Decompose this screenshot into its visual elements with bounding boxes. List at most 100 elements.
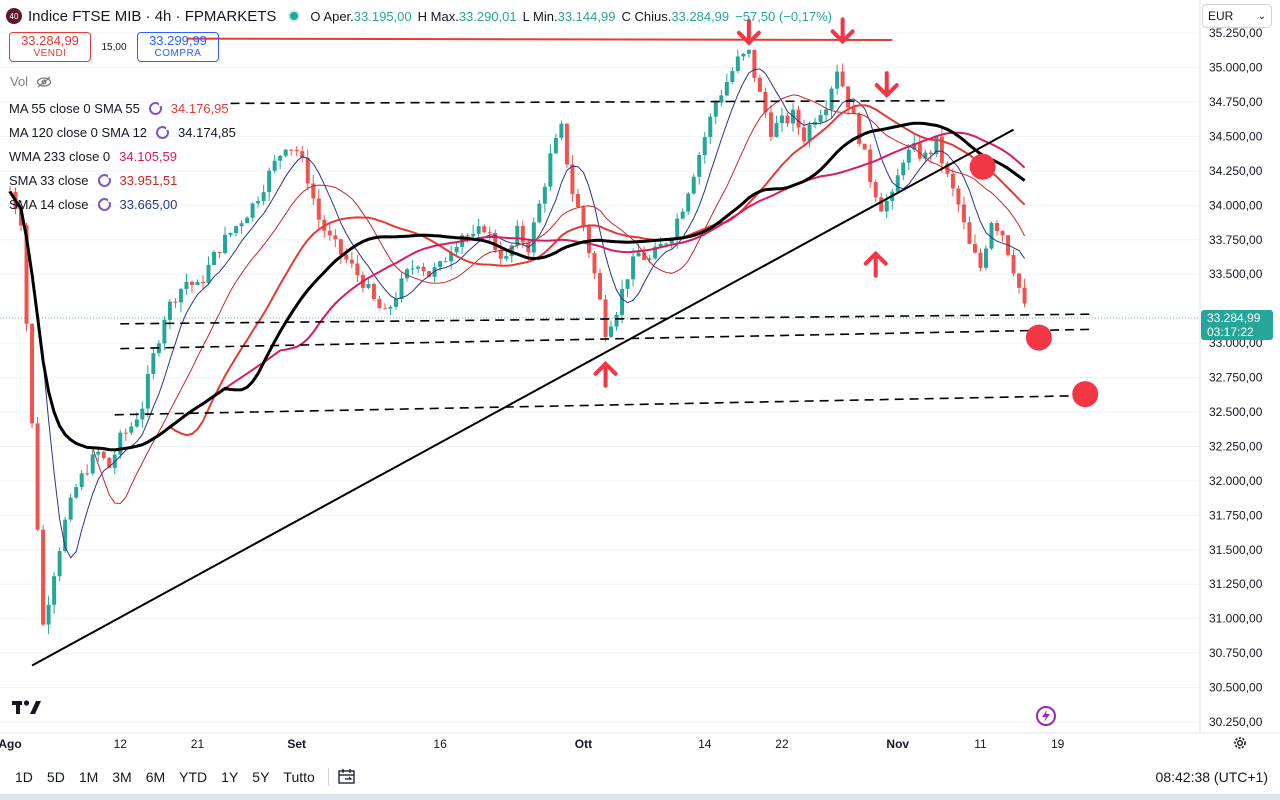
candle-body <box>873 181 878 198</box>
refresh-icon[interactable] <box>156 125 171 139</box>
price-tick-label: 31.000,00 <box>1209 612 1263 626</box>
candle-body <box>366 284 371 288</box>
indicator-label: WMA 233 close 0 <box>9 148 111 164</box>
buy-label: COMPRA <box>154 48 202 59</box>
timeframe-5d[interactable]: 5D <box>46 769 65 785</box>
candle-body <box>730 71 735 82</box>
calendar-range-icon[interactable] <box>337 768 357 786</box>
candle-body <box>245 217 250 224</box>
candle-body <box>79 473 84 488</box>
candle-body <box>52 576 57 605</box>
price-tick-label: 34.750,00 <box>1209 95 1263 109</box>
indicator-sma14[interactable]: SMA 14 close 33.665,00 <box>9 192 236 216</box>
candle-body <box>967 222 972 244</box>
candle-body <box>267 170 272 193</box>
candle-body <box>807 124 812 142</box>
sma14-line <box>9 68 1026 559</box>
candle-body <box>498 250 503 259</box>
timeframe-1m[interactable]: 1M <box>78 769 99 785</box>
indicator-wma233[interactable]: WMA 233 close 0 34.105,59 <box>9 144 236 168</box>
candle-body <box>19 209 24 226</box>
indicator-value: 33.951,51 <box>119 172 178 188</box>
candle-body <box>1000 231 1005 236</box>
timeframe-1y[interactable]: 1Y <box>221 769 239 785</box>
volume-label: Vol <box>10 74 29 89</box>
refresh-icon[interactable] <box>97 197 112 211</box>
timeframe-3m[interactable]: 3M <box>112 769 132 785</box>
timeframe-5y[interactable]: 5Y <box>252 769 270 785</box>
candle-body <box>746 49 751 54</box>
candle-body <box>443 261 448 263</box>
refresh-icon[interactable] <box>97 173 112 187</box>
candle-body <box>559 123 564 138</box>
candle-body <box>835 71 840 89</box>
clock-timezone[interactable]: 08:42:38 (UTC+1) <box>1155 769 1268 785</box>
candle-body <box>829 88 834 110</box>
candle-body <box>763 91 768 113</box>
price-tick-label: 34.500,00 <box>1209 129 1263 143</box>
candle-body <box>664 243 669 245</box>
chevron-down-icon: ⌄ <box>1257 10 1266 22</box>
tradingview-logo-icon[interactable] <box>12 698 44 716</box>
symbol-title[interactable]: Indice FTSE MIB · 4h · FPMARKETS <box>28 7 277 25</box>
volume-legend[interactable]: Vol <box>10 74 52 89</box>
candle-body <box>316 198 321 220</box>
currency-select[interactable]: EUR ⌄ <box>1202 4 1272 28</box>
time-tick-label: 16 <box>433 737 447 751</box>
sell-button[interactable]: 33.284,99 VENDI <box>9 32 91 62</box>
candle-body <box>1022 287 1027 304</box>
indicator-ma120[interactable]: MA 120 close 0 SMA 12 34.174,85 <box>9 120 236 144</box>
candle-body <box>575 193 580 208</box>
candle-body <box>779 115 784 124</box>
timeframe-1d[interactable]: 1D <box>15 769 33 785</box>
time-tick-label: 11 <box>974 737 987 751</box>
candle-body <box>570 164 575 194</box>
up-arrow-marker <box>593 360 618 388</box>
settings-gear-icon[interactable] <box>1232 735 1248 751</box>
bottom-toolbar: 1D 5D 1M 3M 6M YTD 1Y 5Y Tutto 08:42:38 … <box>0 760 1280 794</box>
candle-body <box>90 454 95 474</box>
refresh-icon[interactable] <box>148 101 163 115</box>
indicator-ma55[interactable]: MA 55 close 0 SMA 55 34.176,95 <box>9 96 236 120</box>
candle-body <box>785 115 790 124</box>
indicator-sma33[interactable]: SMA 33 close 33.951,51 <box>9 168 236 192</box>
candle-body <box>228 233 233 235</box>
candle-body <box>327 230 332 236</box>
candle-body <box>311 183 316 199</box>
drawings-layer <box>31 37 1091 667</box>
timeframe-ytd[interactable]: YTD <box>179 769 208 785</box>
candle-body <box>184 281 189 289</box>
candle-body <box>134 419 139 427</box>
symbol-legend[interactable]: 40 Indice FTSE MIB · 4h · FPMARKETS O Ap… <box>6 4 832 28</box>
candle-body <box>741 53 746 57</box>
candle-body <box>537 203 542 223</box>
last-price-value: 33.284,99 <box>1207 311 1261 325</box>
candle-body <box>344 254 349 260</box>
down-arrow-marker <box>830 17 855 45</box>
time-tick-label: 14 <box>698 737 712 751</box>
down-arrow-marker <box>736 18 761 46</box>
candle-body <box>449 252 454 262</box>
lightning-icon[interactable] <box>1036 706 1056 726</box>
candle-body <box>206 264 211 283</box>
annotations-layer <box>593 17 1099 408</box>
market-status-icon <box>290 12 299 20</box>
open-value: 33.195,00 <box>353 8 412 24</box>
eye-off-icon[interactable] <box>36 76 52 88</box>
last-price-label: 33.284,99 03:17:22 <box>1201 310 1273 340</box>
candle-body <box>371 284 376 300</box>
candle-body <box>85 473 90 475</box>
buy-button[interactable]: 33.299,99 COMPRA <box>137 32 219 62</box>
candle-body <box>283 149 288 156</box>
candle-body <box>818 115 823 123</box>
candle-body <box>978 252 983 268</box>
candle-body <box>405 269 410 279</box>
candle-body <box>983 248 988 268</box>
timeframe-6m[interactable]: 6M <box>145 769 166 785</box>
candle-body <box>410 268 415 270</box>
open-text: Aper. <box>323 8 354 24</box>
candle-body <box>631 256 636 280</box>
candle-body <box>934 136 939 155</box>
timeframe-all[interactable]: Tutto <box>283 769 315 785</box>
